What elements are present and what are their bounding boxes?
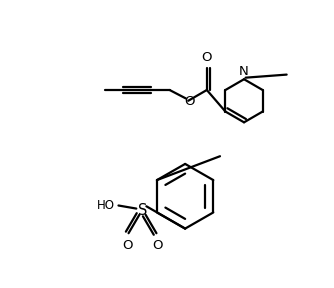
Text: O: O xyxy=(184,95,194,108)
Text: N: N xyxy=(239,65,249,78)
Text: HO: HO xyxy=(97,199,115,212)
Text: O: O xyxy=(201,51,211,64)
Text: O: O xyxy=(152,239,162,252)
Text: S: S xyxy=(138,203,147,218)
Text: O: O xyxy=(123,239,133,252)
